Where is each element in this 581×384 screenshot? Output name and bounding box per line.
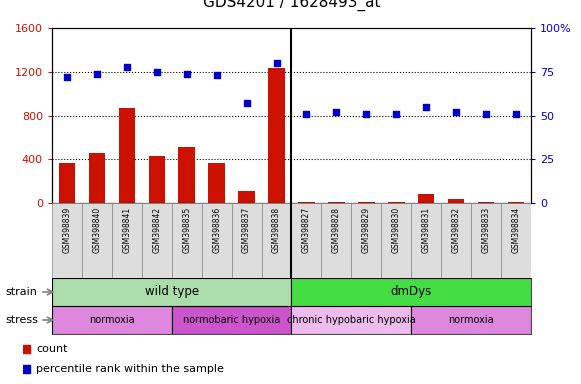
Point bbox=[242, 100, 251, 106]
Bar bbox=[82, 203, 112, 278]
Text: GSM398831: GSM398831 bbox=[422, 207, 431, 253]
Text: stress: stress bbox=[5, 315, 38, 325]
Text: count: count bbox=[37, 344, 68, 354]
Point bbox=[122, 63, 131, 70]
Bar bbox=[149, 156, 165, 203]
Bar bbox=[238, 191, 255, 203]
Bar bbox=[328, 202, 345, 203]
Point bbox=[21, 366, 31, 372]
Bar bbox=[471, 203, 501, 278]
Text: percentile rank within the sample: percentile rank within the sample bbox=[37, 364, 224, 374]
Text: normobaric hypoxia: normobaric hypoxia bbox=[183, 315, 280, 325]
Bar bbox=[478, 202, 494, 203]
Bar bbox=[261, 203, 292, 278]
Bar bbox=[292, 278, 531, 306]
Bar bbox=[298, 202, 315, 203]
Text: GSM398841: GSM398841 bbox=[123, 207, 131, 253]
Text: GSM398840: GSM398840 bbox=[92, 207, 102, 253]
Point bbox=[422, 104, 431, 110]
Point bbox=[21, 346, 31, 353]
Bar bbox=[448, 199, 464, 203]
Text: normoxia: normoxia bbox=[449, 315, 494, 325]
Text: strain: strain bbox=[5, 287, 37, 297]
Bar bbox=[178, 147, 195, 203]
Text: GSM398830: GSM398830 bbox=[392, 207, 401, 253]
Text: GSM398838: GSM398838 bbox=[272, 207, 281, 253]
Bar bbox=[142, 203, 172, 278]
Point bbox=[92, 70, 102, 76]
Bar bbox=[352, 203, 381, 278]
Bar bbox=[501, 203, 531, 278]
Text: GSM398829: GSM398829 bbox=[362, 207, 371, 253]
Bar bbox=[388, 202, 404, 203]
Bar bbox=[89, 153, 105, 203]
Bar bbox=[232, 203, 261, 278]
Point bbox=[272, 60, 281, 66]
Point bbox=[152, 69, 162, 75]
Bar bbox=[172, 203, 202, 278]
Bar bbox=[441, 203, 471, 278]
Text: dmDys: dmDys bbox=[390, 285, 432, 298]
Point bbox=[182, 70, 191, 76]
Bar bbox=[411, 306, 531, 334]
Text: GSM398842: GSM398842 bbox=[152, 207, 162, 253]
Bar bbox=[172, 306, 292, 334]
Bar bbox=[112, 203, 142, 278]
Point bbox=[451, 109, 461, 115]
Bar bbox=[52, 278, 292, 306]
Text: GSM398827: GSM398827 bbox=[302, 207, 311, 253]
Bar bbox=[119, 108, 135, 203]
Text: GSM398837: GSM398837 bbox=[242, 207, 251, 253]
Bar bbox=[508, 202, 524, 203]
Bar bbox=[321, 203, 352, 278]
Bar bbox=[209, 162, 225, 203]
Text: GDS4201 / 1628493_at: GDS4201 / 1628493_at bbox=[203, 0, 380, 11]
Point bbox=[362, 111, 371, 117]
Bar bbox=[411, 203, 441, 278]
Text: GSM398828: GSM398828 bbox=[332, 207, 341, 253]
Text: GSM398835: GSM398835 bbox=[182, 207, 191, 253]
Bar bbox=[358, 202, 375, 203]
Bar bbox=[202, 203, 232, 278]
Bar bbox=[52, 306, 172, 334]
Text: GSM398839: GSM398839 bbox=[63, 207, 71, 253]
Bar bbox=[418, 194, 435, 203]
Bar bbox=[292, 306, 411, 334]
Point bbox=[212, 72, 221, 78]
Text: GSM398836: GSM398836 bbox=[212, 207, 221, 253]
Point bbox=[482, 111, 491, 117]
Bar bbox=[268, 68, 285, 203]
Point bbox=[302, 111, 311, 117]
Point bbox=[511, 111, 521, 117]
Bar bbox=[381, 203, 411, 278]
Bar bbox=[59, 162, 75, 203]
Text: wild type: wild type bbox=[145, 285, 199, 298]
Bar bbox=[52, 203, 82, 278]
Point bbox=[392, 111, 401, 117]
Text: chronic hypobaric hypoxia: chronic hypobaric hypoxia bbox=[287, 315, 416, 325]
Text: GSM398834: GSM398834 bbox=[511, 207, 521, 253]
Text: GSM398833: GSM398833 bbox=[482, 207, 490, 253]
Text: normoxia: normoxia bbox=[89, 315, 135, 325]
Bar bbox=[292, 203, 321, 278]
Point bbox=[332, 109, 341, 115]
Text: GSM398832: GSM398832 bbox=[451, 207, 461, 253]
Point bbox=[62, 74, 71, 80]
